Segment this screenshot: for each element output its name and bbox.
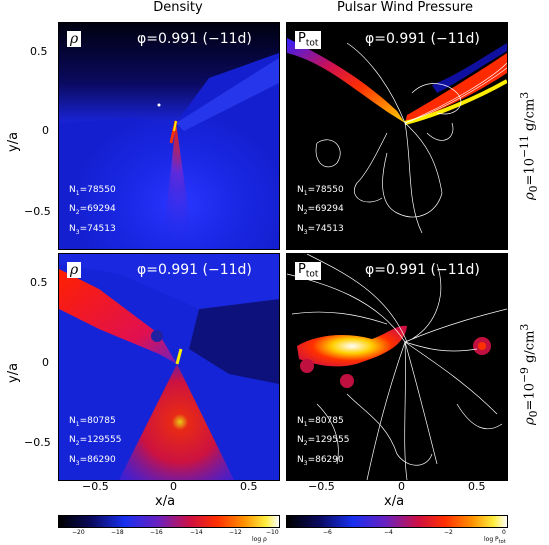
panel-density-bottom: ρ φ=0.991 (−11d) N1=80785 N2=129555 N3=8…: [58, 253, 280, 481]
x-tick: −0.5: [82, 480, 109, 493]
orbital-phase: φ=0.991 (−11d): [365, 31, 480, 47]
y-tick: 0.5: [30, 45, 48, 58]
particle-counts: N1=80785 N2=129555 N3=86290: [69, 415, 122, 467]
y-axis-label: y/a: [6, 362, 21, 383]
colorbar-density: [58, 515, 280, 528]
panel-pressure-bottom: Ptot φ=0.991 (−11d) N1=80785 N2=129555 N…: [286, 253, 508, 481]
y-axis-label: y/a: [6, 131, 21, 152]
orbital-phase: φ=0.991 (−11d): [137, 262, 252, 278]
colorbar-tick: −14: [190, 529, 203, 536]
colorbar-label: log Ptot: [484, 536, 506, 545]
x-tick: 0.5: [468, 480, 486, 493]
colorbar-tick: −16: [150, 529, 163, 536]
colorbar-tick: −6: [323, 529, 332, 536]
pressure-map-top: [287, 38, 507, 234]
column-title-pressure: Pulsar Wind Pressure: [337, 0, 473, 15]
colorbar-tick: −12: [229, 529, 242, 536]
colorbar-tick: −18: [111, 529, 124, 536]
density-map-bottom: [59, 254, 279, 480]
colorbar-pressure: [286, 515, 508, 528]
x-tick: 0.5: [240, 480, 258, 493]
y-tick: 0: [42, 356, 49, 369]
orbital-phase: φ=0.991 (−11d): [365, 262, 480, 278]
x-tick: 0: [398, 480, 405, 493]
colorbar-tick: −10: [266, 529, 279, 536]
x-axis-label: x/a: [384, 494, 405, 509]
y-tick: −0.5: [24, 436, 51, 449]
panel-label-rho: ρ: [67, 31, 82, 47]
panel-label-rho: ρ: [67, 262, 82, 278]
x-tick: 0: [170, 480, 177, 493]
row-label-bottom: ρ0=10−9 g/cm3: [518, 323, 540, 425]
panel-density-top: ρ φ=0.991 (−11d) N1=78550 N2=69294 N3=74…: [58, 22, 280, 250]
y-tick: 0.5: [30, 276, 48, 289]
column-title-density: Density: [153, 0, 203, 15]
particle-counts: N1=80785 N2=129555 N3=86290: [297, 415, 350, 467]
particle-counts: N1=78550 N2=69294 N3=74513: [297, 184, 344, 236]
row-label-top: ρ0=10−11 g/cm3: [518, 91, 540, 200]
panel-label-ptot: Ptot: [295, 262, 322, 280]
colorbar-tick: −20: [72, 529, 85, 536]
colorbar-tick: −4: [384, 529, 393, 536]
y-tick: 0: [42, 124, 49, 137]
colorbar-tick: −2: [444, 529, 453, 536]
x-axis-label: x/a: [155, 494, 176, 509]
colorbar-tick: 0: [502, 529, 506, 536]
panel-pressure-top: Ptot φ=0.991 (−11d) N1=78550 N2=69294 N3…: [286, 22, 508, 250]
pressure-map-bottom: [287, 254, 507, 480]
y-tick: −0.5: [24, 205, 51, 218]
panel-label-ptot: Ptot: [295, 31, 322, 49]
particle-counts: N1=78550 N2=69294 N3=74513: [69, 184, 116, 236]
orbital-phase: φ=0.991 (−11d): [137, 31, 252, 47]
colorbar-label: log ρ: [252, 536, 267, 543]
x-tick: −0.5: [308, 480, 335, 493]
density-map-top: [59, 23, 279, 249]
